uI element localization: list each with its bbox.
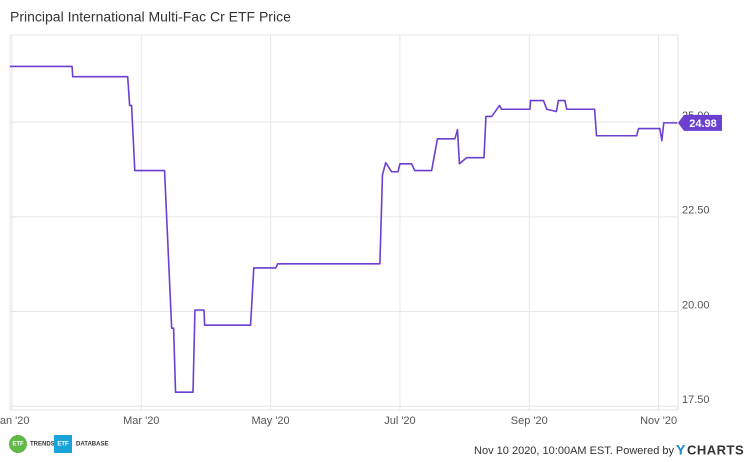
- logo-icon: [9, 435, 27, 453]
- logo-badge: ETF: [12, 442, 24, 448]
- x-tick-label: Mar '20: [123, 415, 159, 427]
- logo-badge: ETF: [57, 442, 69, 448]
- grid: [10, 35, 678, 410]
- chart-title: Principal International Multi-Fac Cr ETF…: [10, 9, 291, 25]
- logo-icon: [54, 435, 72, 453]
- last-value-label: 24.98: [689, 118, 717, 130]
- y-tick-label: 22.50: [682, 205, 710, 217]
- brand: CHARTS: [687, 442, 744, 457]
- y-tick-label: 17.50: [682, 394, 710, 406]
- x-tick-label: Nov '20: [640, 415, 677, 427]
- logo-text: DATABASE: [76, 442, 108, 448]
- price-line: [10, 65, 678, 393]
- y-tick-label: 20.00: [682, 299, 710, 311]
- x-tick-label: Sep '20: [511, 415, 548, 427]
- x-tick-label: May '20: [252, 415, 290, 427]
- brand-y: Y: [676, 442, 686, 458]
- logo-text: TRENDS: [30, 442, 55, 448]
- last-value-badge: [678, 114, 722, 131]
- timestamp: Nov 10 2020, 10:00AM EST. Powered by: [474, 445, 674, 457]
- plot-frame: [9, 34, 679, 411]
- x-tick-label: Jan '20: [0, 415, 30, 427]
- footer: ETF TRENDS ETF DATABASE Nov 10 2020, 10:…: [9, 435, 744, 458]
- x-tick-label: Jul '20: [384, 415, 415, 427]
